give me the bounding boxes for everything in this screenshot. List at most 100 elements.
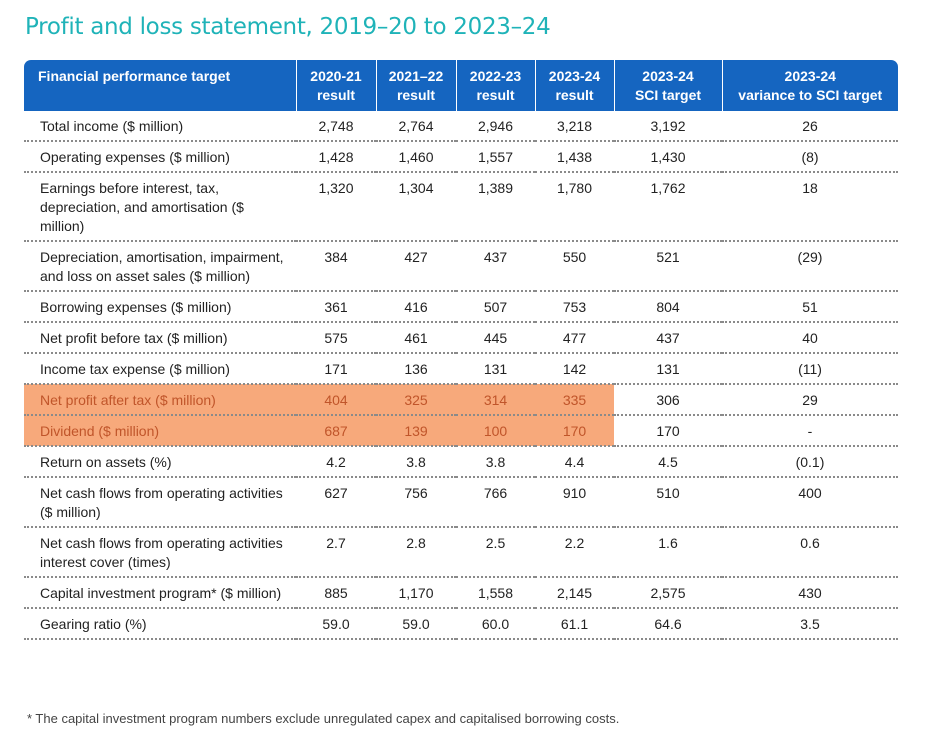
table-row: Total income ($ million) 2,748 2,764 2,946 3… — [24, 111, 898, 142]
table-cell: 427 — [376, 241, 456, 292]
financial-table-container: Financial performance target 2020-21 resul… — [24, 60, 898, 640]
table-cell: 4.5 — [614, 446, 722, 478]
table-cell: 2,575 — [614, 577, 722, 609]
table-cell: 131 — [614, 353, 722, 385]
table-cell: 510 — [614, 477, 722, 528]
table-cell: (11) — [722, 353, 898, 385]
table-cell: 885 — [296, 577, 376, 609]
table-cell: 416 — [376, 291, 456, 323]
table-cell: 3.5 — [722, 608, 898, 640]
table-cell: 1,460 — [376, 141, 456, 173]
table-cell: 1,430 — [614, 141, 722, 173]
column-header-line1: 2023-24 — [548, 68, 601, 84]
table-cell: 1,438 — [535, 141, 614, 173]
table-cell: 139 — [376, 415, 456, 447]
table-cell: 477 — [535, 322, 614, 354]
table-row: Income tax expense ($ million) 171 136 131 1… — [24, 353, 898, 385]
column-header: 2022-23 result — [456, 60, 536, 111]
table-cell: 3.8 — [456, 446, 535, 478]
table-cell: 335 — [535, 384, 614, 416]
table-body: Total income ($ million) 2,748 2,764 2,946 3… — [24, 111, 898, 640]
table-cell: 3.8 — [376, 446, 456, 478]
table-cell: 136 — [376, 353, 456, 385]
table-row: Operating expenses ($ million) 1,428 1,460… — [24, 141, 898, 173]
column-header: 2021–22 result — [376, 60, 457, 111]
table-cell: 1,389 — [456, 172, 535, 242]
table-cell: 1,762 — [614, 172, 722, 242]
table-cell: 430 — [722, 577, 898, 609]
table-cell: 437 — [456, 241, 535, 292]
row-label: Income tax expense ($ million) — [24, 353, 296, 385]
table-header-row: Financial performance target 2020-21 resul… — [24, 60, 898, 111]
table-row: Net cash flows from operating activities… — [24, 527, 898, 578]
table-cell: 61.1 — [535, 608, 614, 640]
table-cell: 4.4 — [535, 446, 614, 478]
table-cell: (29) — [722, 241, 898, 292]
table-cell: 100 — [456, 415, 535, 447]
table-cell: - — [722, 415, 898, 447]
table-cell: 804 — [614, 291, 722, 323]
table-cell: 2,764 — [376, 111, 456, 142]
table-cell: 550 — [535, 241, 614, 292]
table-cell: 60.0 — [456, 608, 535, 640]
table-row: Gearing ratio (%) 59.0 59.0 60.0 61.1 64.6 3.5 — [24, 608, 898, 640]
column-header-line1: 2023-24 — [784, 68, 836, 84]
table-row: Capital investment program* ($ million) 8… — [24, 577, 898, 609]
row-label: Operating expenses ($ million) — [24, 141, 296, 173]
table-row: Return on assets (%) 4.2 3.8 3.8 4.4 4.5 (0.1) — [24, 446, 898, 478]
row-label: Net profit before tax ($ million) — [24, 322, 296, 354]
row-label: Capital investment program* ($ million) — [24, 577, 296, 609]
column-header: 2020-21 result — [296, 60, 377, 111]
row-label: Net profit after tax ($ million) — [24, 384, 296, 416]
column-header-line2: variance to SCI target — [738, 87, 883, 103]
row-label: Gearing ratio (%) — [24, 608, 296, 640]
table-cell: 3,192 — [614, 111, 722, 142]
table-cell: 1,304 — [376, 172, 456, 242]
row-label: Net cash flows from operating activities… — [24, 527, 296, 578]
table-cell: 0.6 — [722, 527, 898, 578]
table-cell: 766 — [456, 477, 535, 528]
table-cell: 445 — [456, 322, 535, 354]
table-cell: 361 — [296, 291, 376, 323]
financial-performance-table: Financial performance target 2020-21 resul… — [24, 60, 898, 640]
table-cell: 687 — [296, 415, 376, 447]
table-cell: 170 — [535, 415, 614, 447]
table-row: Net profit before tax ($ million) 575 461 4… — [24, 322, 898, 354]
footnote: * The capital investment program numbers… — [27, 711, 620, 726]
row-label: Total income ($ million) — [24, 111, 296, 142]
table-cell: 59.0 — [296, 608, 376, 640]
table-cell: 521 — [614, 241, 722, 292]
table-cell: 18 — [722, 172, 898, 242]
table-cell: 461 — [376, 322, 456, 354]
table-cell: 2.2 — [535, 527, 614, 578]
table-cell: 3,218 — [535, 111, 614, 142]
row-label: Net cash flows from operating activities… — [24, 477, 296, 528]
row-label: Depreciation, amortisation, impairment, … — [24, 241, 296, 292]
table-cell: 753 — [535, 291, 614, 323]
table-cell: 306 — [614, 384, 722, 416]
table-cell: (0.1) — [722, 446, 898, 478]
table-cell: 2.7 — [296, 527, 376, 578]
table-cell: 29 — [722, 384, 898, 416]
table-row: Dividend ($ million) 687 139 100 170 170- — [24, 415, 898, 447]
column-header-line2: result — [396, 87, 436, 103]
table-cell: 1,170 — [376, 577, 456, 609]
column-header-line1: Financial performance target — [38, 68, 231, 84]
table-cell: 2,145 — [535, 577, 614, 609]
table-cell: 2,946 — [456, 111, 535, 142]
table-cell: 170 — [614, 415, 722, 447]
table-cell: 2.8 — [376, 527, 456, 578]
column-header-line1: 2020-21 — [310, 68, 362, 84]
table-cell: 437 — [614, 322, 722, 354]
table-row: Borrowing expenses ($ million) 361 416 507 7… — [24, 291, 898, 323]
column-header-target: Financial performance target — [24, 60, 297, 111]
table-cell: 1,320 — [296, 172, 376, 242]
column-header-line2: result — [555, 87, 594, 103]
table-cell: 4.2 — [296, 446, 376, 478]
table-cell: 1,780 — [535, 172, 614, 242]
column-header-line1: 2022-23 — [469, 68, 522, 84]
table-cell: 627 — [296, 477, 376, 528]
table-cell: 314 — [456, 384, 535, 416]
table-row: Earnings before interest, tax, depreciat… — [24, 172, 898, 242]
table-cell: 1,428 — [296, 141, 376, 173]
